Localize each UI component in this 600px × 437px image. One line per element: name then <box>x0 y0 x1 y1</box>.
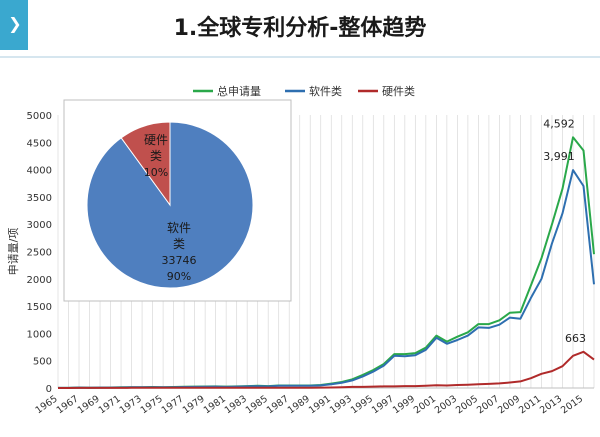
y-tick-label: 3500 <box>27 193 52 204</box>
x-tick-label: 1969 <box>76 393 102 416</box>
legend-item: 硬件类 <box>358 84 415 98</box>
y-tick-label: 2000 <box>27 275 52 286</box>
x-tick-label: 2005 <box>454 393 480 416</box>
data-label: 4,592 <box>543 117 575 130</box>
y-axis-label: 申请量/项 <box>7 228 20 276</box>
pie-slice-hardware <box>120 121 171 207</box>
x-tick-label: 1995 <box>349 393 375 416</box>
y-tick-label: 1000 <box>27 329 52 340</box>
y-tick-label: 0 <box>46 384 52 395</box>
pie-label-software: 33746 <box>162 254 197 267</box>
series-lines <box>58 136 595 389</box>
x-tick-label: 1971 <box>97 393 123 416</box>
section-badge: ❯ <box>0 0 28 50</box>
legend-label: 总申请量 <box>217 84 261 98</box>
x-tick-label: 1989 <box>286 393 312 416</box>
x-tick-label: 2015 <box>559 393 585 416</box>
pie-label-hardware: 硬件 <box>144 133 168 147</box>
legend-item: 软件类 <box>285 84 342 98</box>
x-tick-label: 1975 <box>139 393 165 416</box>
x-tick-label: 2007 <box>475 393 501 416</box>
page-title: 1.全球专利分析-整体趋势 <box>173 16 427 41</box>
y-tick-label: 500 <box>33 357 52 368</box>
patent-trend-chart: 0 500 1000 1500 2000 2500 3000 3500 4000 4500 5000… <box>7 84 595 416</box>
y-tick-label: 3000 <box>27 220 52 231</box>
slide-header: ❯ 1.全球专利分析-整体趋势 <box>0 0 600 58</box>
x-tick-label: 2011 <box>517 393 543 416</box>
series-line-2 <box>58 350 595 389</box>
data-label: 663 <box>565 332 586 345</box>
x-tick-label: 1985 <box>244 393 270 416</box>
pie-label-hardware: 类 <box>150 149 162 163</box>
y-tick-label: 1500 <box>27 302 52 313</box>
x-tick-label: 2009 <box>496 393 522 416</box>
x-tick-label: 2001 <box>412 393 438 416</box>
x-tick-label: 1983 <box>223 393 249 416</box>
x-tick-label: 1991 <box>307 393 333 416</box>
x-tick-label: 1965 <box>34 393 60 416</box>
x-tick-label: 2013 <box>538 393 564 416</box>
legend-label: 硬件类 <box>382 84 415 98</box>
pie-label-software: 类 <box>173 237 185 251</box>
x-tick-label: 2003 <box>433 393 459 416</box>
header-divider <box>0 56 600 58</box>
x-tick-label: 1973 <box>118 393 144 416</box>
legend-label: 软件类 <box>309 84 342 98</box>
pie-label-hardware: 10% <box>144 166 168 179</box>
y-tick-label: 4500 <box>27 138 52 149</box>
data-label: 3,991 <box>543 150 575 163</box>
y-tick-label: 5000 <box>27 111 52 122</box>
x-tick-label: 1967 <box>55 393 81 416</box>
y-tick-label: 2500 <box>27 248 52 259</box>
x-tick-label: 1977 <box>160 393 186 416</box>
data-annotations: 4,592 3,991 663 <box>543 117 586 345</box>
x-tick-label: 1979 <box>181 393 207 416</box>
legend-item: 总申请量 <box>193 84 261 98</box>
y-tick-label: 4000 <box>27 166 52 177</box>
x-tick-label: 1987 <box>265 393 291 416</box>
chart-legend: 总申请量 软件类 硬件类 <box>193 84 415 98</box>
x-tick-label: 1997 <box>370 393 396 416</box>
chevron-right-icon: ❯ <box>8 14 22 33</box>
x-tick-label: 1999 <box>391 393 417 416</box>
x-tick-label: 1993 <box>328 393 354 416</box>
pie-label-software: 90% <box>167 270 191 283</box>
pie-label-software: 软件 <box>167 221 191 235</box>
y-axis: 0 500 1000 1500 2000 2500 3000 3500 4000 4500 5000… <box>7 111 52 395</box>
x-axis: 1965196719691971197319751977197919811983… <box>34 393 586 416</box>
x-tick-label: 1981 <box>202 393 228 416</box>
